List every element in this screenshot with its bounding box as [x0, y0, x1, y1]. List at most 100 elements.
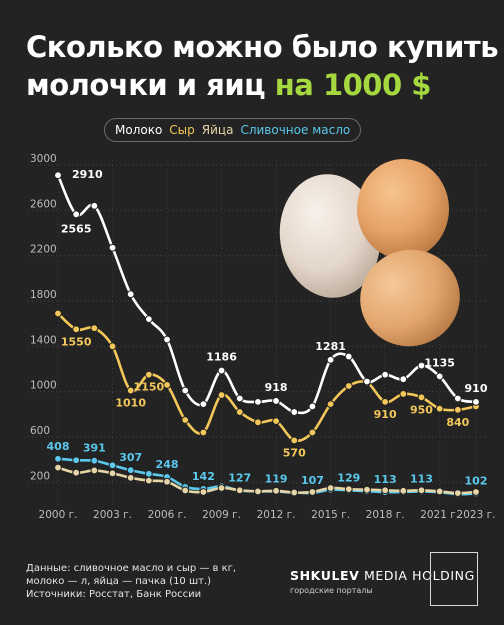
- point-milk: [326, 355, 335, 364]
- point-eggs: [472, 488, 480, 496]
- point-milk: [417, 361, 426, 370]
- point-cheese: [453, 405, 462, 414]
- point-eggs: [254, 487, 262, 496]
- data-label-butter: 119: [265, 473, 288, 486]
- legend-butter: Сливочное масло: [240, 123, 351, 137]
- point-cheese: [144, 370, 153, 379]
- point-milk: [435, 372, 444, 381]
- title-accent: на 1000 $: [274, 68, 432, 102]
- point-cheese: [108, 342, 117, 351]
- data-label-milk: 918: [265, 381, 288, 394]
- point-cheese: [326, 400, 335, 409]
- y-tick-label: 3000: [30, 153, 57, 165]
- point-cheese: [217, 391, 226, 399]
- x-tick-label: 2003 г.: [93, 509, 132, 521]
- x-tick-label: 2009 г.: [202, 509, 241, 521]
- point-milk: [72, 210, 81, 219]
- source-note-line-1: Данные: сливочное масло и сыр — в кг,: [26, 563, 237, 574]
- y-tick-label: 1400: [30, 334, 57, 346]
- title-line-1: Сколько можно было купить: [26, 30, 499, 64]
- x-tick-label: 2021 г.: [420, 509, 459, 521]
- data-labels: 408 391 307 248 142 127 119 107 129 113 113 102 1550…: [47, 168, 488, 487]
- point-milk: [90, 201, 99, 210]
- point-milk: [308, 402, 317, 411]
- point-butter: [54, 454, 62, 463]
- data-label-milk: 1135: [424, 356, 455, 369]
- point-cheese: [181, 416, 190, 424]
- point-eggs: [308, 488, 317, 496]
- brand-name-bold: SHKULEV: [290, 568, 360, 583]
- data-label-cheese: 1550: [61, 335, 92, 348]
- y-tick-label: 1000: [30, 380, 57, 392]
- point-cheese: [308, 428, 317, 437]
- point-eggs: [163, 477, 171, 486]
- data-label-butter: 142: [192, 470, 215, 483]
- point-eggs: [199, 488, 208, 496]
- point-milk: [181, 386, 190, 395]
- point-cheese: [254, 418, 262, 427]
- point-cheese: [399, 390, 408, 398]
- data-label-cheese: 950: [410, 403, 433, 416]
- point-eggs: [399, 486, 408, 495]
- point-eggs: [181, 486, 190, 495]
- source-note: Данные: сливочное масло и сыр — в кг, мо…: [26, 562, 236, 601]
- point-butter: [144, 469, 153, 478]
- brand-frame: [430, 552, 478, 606]
- point-cheese: [72, 325, 81, 334]
- point-eggs: [344, 485, 353, 494]
- legend-cheese: Сыр: [169, 123, 195, 137]
- chart-title: Сколько можно было купить молочки и яиц …: [26, 28, 499, 104]
- point-milk: [144, 315, 153, 324]
- point-milk: [290, 408, 299, 416]
- point-cheese: [381, 397, 390, 406]
- point-milk: [399, 375, 408, 384]
- data-label-butter: 107: [301, 474, 324, 487]
- point-cheese: [126, 386, 135, 395]
- point-eggs: [235, 486, 244, 495]
- point-milk: [344, 352, 353, 361]
- data-label-milk: 910: [465, 382, 488, 395]
- point-eggs: [417, 486, 426, 495]
- source-note-line-3: Источники: Росстат, Банк России: [26, 589, 202, 600]
- point-eggs: [290, 488, 299, 497]
- x-tick-label: 2006 г.: [148, 509, 187, 521]
- point-eggs: [272, 486, 280, 495]
- point-milk: [108, 243, 117, 252]
- point-eggs: [326, 484, 335, 492]
- data-label-milk: 1186: [206, 351, 237, 364]
- point-cheese: [417, 393, 426, 402]
- data-label-butter: 248: [156, 458, 179, 471]
- data-label-butter: 102: [465, 474, 488, 487]
- x-tick-label: 2015 г.: [311, 509, 350, 521]
- point-eggs: [144, 476, 153, 485]
- point-eggs: [126, 473, 135, 482]
- point-eggs: [453, 489, 462, 498]
- legend-eggs: Яйца: [201, 123, 234, 137]
- data-label-butter: 307: [119, 451, 142, 464]
- brand-name-rest: MEDIA HOLDING: [359, 568, 475, 583]
- point-milk: [363, 377, 371, 386]
- title-line-2: молочки и яиц: [26, 68, 275, 102]
- y-tick-label: 1800: [30, 289, 57, 301]
- point-eggs: [217, 484, 226, 492]
- point-cheese: [235, 408, 244, 416]
- point-eggs: [72, 468, 81, 477]
- x-tick-label: 2018 г.: [366, 509, 405, 521]
- point-butter: [126, 466, 135, 475]
- legend-milk: Молоко: [115, 123, 163, 137]
- point-eggs: [108, 469, 117, 478]
- point-butter: [108, 461, 117, 470]
- point-milk: [235, 394, 244, 403]
- point-milk: [453, 394, 462, 403]
- data-label-butter: 113: [410, 472, 433, 485]
- y-tick-label: 2200: [30, 244, 57, 256]
- point-eggs: [435, 487, 444, 496]
- point-cheese: [90, 324, 99, 333]
- data-label-butter: 129: [337, 471, 360, 484]
- point-milk: [126, 290, 135, 299]
- point-milk: [54, 171, 62, 180]
- point-cheese: [163, 380, 171, 389]
- brand-logo: SHKULEV MEDIA HOLDING городские порталы: [290, 568, 475, 595]
- source-note-line-2: молоко — л, яйца — пачка (10 шт.): [26, 576, 212, 587]
